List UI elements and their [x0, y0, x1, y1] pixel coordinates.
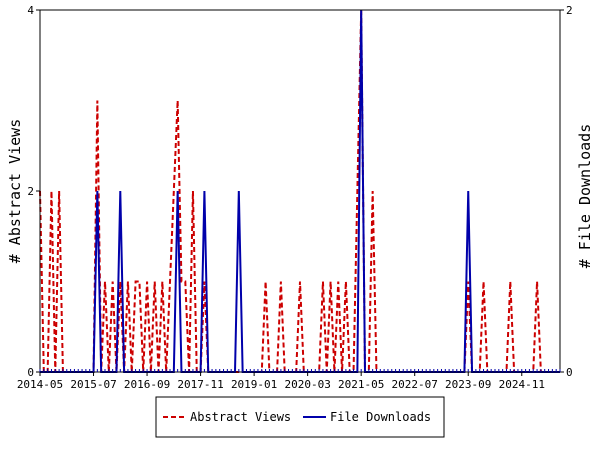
y-right-ticks: 02 [560, 4, 573, 379]
x-tick-label: 2014-05 [17, 378, 63, 391]
x-tick-label: 2023-09 [445, 378, 491, 391]
legend-label-file-downloads: File Downloads [330, 410, 431, 424]
y-left-tick-label: 0 [27, 366, 34, 379]
legend: Abstract Views File Downloads [155, 396, 445, 438]
x-tick-label: 2019-01 [231, 378, 277, 391]
y-axis-title-right: # File Downloads [576, 124, 594, 269]
y-right-tick-label: 2 [566, 4, 573, 17]
plot-lines [39, 9, 560, 373]
y-right-tick-label: 0 [566, 366, 573, 379]
legend-label-abstract-views: Abstract Views [190, 410, 291, 424]
x-tick-label: 2021-05 [338, 378, 384, 391]
x-tick-label: 2022-07 [392, 378, 438, 391]
x-tick-label: 2015-07 [70, 378, 116, 391]
x-tick-label: 2020-03 [284, 378, 330, 391]
x-tick-label: 2017-11 [177, 378, 223, 391]
x-ticks: 2014-05 2015-07 2016-09 2017-11 2019-01 2020-… [17, 369, 561, 391]
y-axis-title-left: # Abstract Views [6, 119, 24, 264]
y-left-tick-label: 4 [27, 4, 34, 17]
y-left-tick-label: 2 [27, 185, 34, 198]
x-tick-label: 2024-11 [499, 378, 545, 391]
series-line-abstract-views [39, 9, 542, 373]
x-tick-label: 2016-09 [124, 378, 170, 391]
legend-box [155, 396, 445, 438]
y-left-ticks: 0 2 4 [27, 4, 40, 379]
